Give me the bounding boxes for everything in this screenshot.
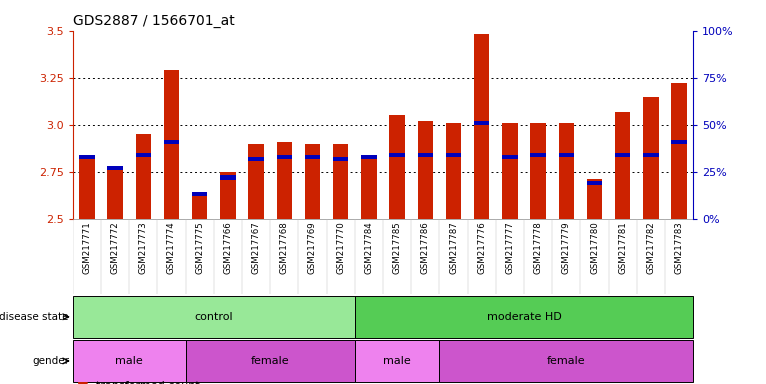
Text: male: male: [116, 356, 143, 366]
Text: gender: gender: [32, 356, 69, 366]
Text: GDS2887 / 1566701_at: GDS2887 / 1566701_at: [73, 14, 234, 28]
Bar: [107, 166, 123, 170]
Bar: [502, 155, 518, 159]
Bar: [220, 172, 236, 219]
Bar: [671, 83, 687, 219]
Text: female: female: [251, 356, 290, 366]
Bar: [643, 153, 659, 157]
Bar: [361, 155, 377, 159]
Bar: [333, 157, 349, 161]
Bar: [107, 166, 123, 219]
Bar: [474, 121, 489, 125]
Text: disease state: disease state: [0, 312, 69, 322]
Bar: [355, 340, 440, 382]
Bar: [248, 144, 264, 219]
Bar: [446, 153, 461, 157]
Bar: [474, 35, 489, 219]
Bar: [248, 157, 264, 161]
Bar: [355, 296, 693, 338]
Bar: [192, 192, 208, 197]
Text: transformed count: transformed count: [96, 381, 199, 384]
Bar: [530, 153, 546, 157]
Bar: [502, 123, 518, 219]
Bar: [417, 153, 433, 157]
Bar: [615, 112, 630, 219]
Bar: [277, 155, 292, 159]
Bar: [530, 123, 546, 219]
Bar: [643, 97, 659, 219]
Bar: [79, 155, 95, 159]
Bar: [558, 123, 574, 219]
Bar: [440, 340, 693, 382]
Bar: [305, 144, 320, 219]
Bar: [558, 153, 574, 157]
Bar: [671, 140, 687, 144]
Bar: [587, 179, 602, 219]
Bar: [333, 144, 349, 219]
Bar: [164, 140, 179, 144]
Bar: [389, 153, 405, 157]
Bar: [164, 70, 179, 219]
Bar: [305, 155, 320, 159]
Text: male: male: [383, 356, 411, 366]
Bar: [389, 115, 405, 219]
Bar: [361, 155, 377, 219]
Text: control: control: [195, 312, 233, 322]
Text: female: female: [547, 356, 586, 366]
Bar: [587, 181, 602, 185]
Bar: [277, 142, 292, 219]
Bar: [220, 175, 236, 180]
Bar: [417, 121, 433, 219]
Bar: [136, 134, 151, 219]
Text: ■: ■: [77, 379, 88, 384]
Text: moderate HD: moderate HD: [486, 312, 561, 322]
Bar: [79, 155, 95, 219]
Bar: [185, 340, 355, 382]
Bar: [192, 196, 208, 219]
Bar: [73, 340, 185, 382]
Bar: [136, 153, 151, 157]
Bar: [73, 296, 355, 338]
Bar: [446, 123, 461, 219]
Bar: [615, 153, 630, 157]
